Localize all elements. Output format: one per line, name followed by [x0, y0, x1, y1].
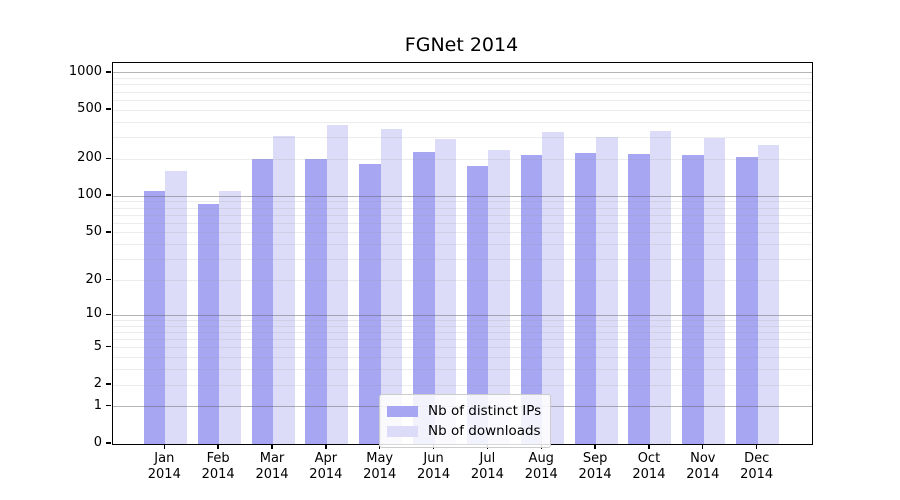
y-tick-mark	[106, 346, 111, 348]
x-tick-label-feb: Feb 2014	[201, 451, 235, 482]
y-tick-label: 0	[93, 435, 102, 450]
x-tick-label-sep: Sep 2014	[578, 451, 612, 482]
y-tick-label: 2	[93, 376, 102, 391]
bar-feb-downloads	[219, 190, 241, 444]
x-tick-label-mar: Mar 2014	[255, 451, 289, 482]
x-tick-mark	[702, 444, 704, 449]
y-tick-mark	[106, 405, 111, 407]
legend-label: Nb of distinct IPs	[428, 403, 542, 419]
bar-mar-distinct-ips	[251, 158, 273, 444]
x-tick-label-jan: Jan 2014	[147, 451, 181, 482]
y-tick-mark	[106, 157, 111, 159]
x-tick-mark	[648, 444, 650, 449]
x-tick-label-nov: Nov 2014	[686, 451, 720, 482]
bar-nov-distinct-ips	[682, 155, 704, 444]
bar-sep-distinct-ips	[574, 152, 597, 444]
y-tick-label: 5	[93, 338, 102, 354]
bar-nov-downloads	[703, 137, 726, 444]
x-tick-label-jul: Jul 2014	[470, 451, 504, 482]
y-tick-label: 100	[77, 187, 102, 203]
legend-entry: Nb of downloads	[387, 421, 541, 441]
bar-mar-downloads	[273, 136, 295, 444]
bar-oct-distinct-ips	[628, 153, 650, 444]
y-tick-mark	[106, 231, 111, 233]
chart-title: FGNet 2014	[404, 34, 519, 56]
plot-area: Nb of distinct IPs Nb of downloads	[112, 62, 813, 448]
x-tick-mark	[271, 444, 273, 449]
y-tick-label: 20	[85, 271, 102, 287]
x-tick-label-dec: Dec 2014	[740, 451, 774, 482]
x-tick-label-jun: Jun 2014	[417, 451, 451, 482]
y-tick-label: 200	[77, 150, 102, 166]
bar-jul-distinct-ips	[466, 165, 489, 444]
legend-entry: Nb of distinct IPs	[387, 401, 541, 421]
bars-layer	[113, 63, 812, 444]
bar-may-distinct-ips	[359, 163, 381, 444]
legend-swatch-icon	[387, 405, 418, 417]
bar-jan-downloads	[165, 170, 187, 444]
bar-aug-downloads	[542, 131, 564, 444]
y-tick-label: 50	[85, 223, 102, 239]
legend-swatch-icon	[387, 425, 418, 437]
bar-aug-distinct-ips	[520, 154, 543, 444]
x-tick-mark	[325, 444, 327, 449]
bar-apr-downloads	[326, 124, 349, 444]
bar-jun-distinct-ips	[413, 151, 435, 444]
bar-oct-downloads	[649, 130, 672, 444]
bar-dec-distinct-ips	[736, 157, 758, 444]
y-tick-mark	[106, 194, 111, 196]
x-tick-mark	[163, 444, 165, 449]
bar-sep-downloads	[596, 136, 618, 444]
x-tick-label-oct: Oct 2014	[632, 451, 666, 482]
bar-feb-distinct-ips	[197, 204, 220, 444]
y-tick-label: 1	[93, 397, 102, 413]
x-tick-label-apr: Apr 2014	[309, 451, 343, 482]
y-tick-mark	[106, 71, 111, 73]
bar-may-downloads	[380, 128, 403, 444]
x-tick-label-may: May 2014	[363, 451, 397, 482]
y-tick-mark	[106, 442, 111, 444]
y-tick-mark	[106, 278, 111, 281]
x-tick-mark	[217, 444, 219, 449]
x-tick-label-aug: Aug 2014	[524, 451, 558, 482]
y-tick-label: 1000	[68, 63, 102, 79]
y-tick-mark	[106, 383, 111, 385]
y-tick-label: 500	[77, 101, 102, 117]
legend: Nb of distinct IPs Nb of downloads	[379, 394, 552, 448]
bar-apr-distinct-ips	[305, 159, 327, 444]
x-tick-mark	[755, 444, 758, 449]
y-tick-label: 10	[85, 306, 102, 322]
bar-dec-downloads	[757, 145, 780, 444]
y-tick-mark	[106, 313, 111, 315]
y-tick-mark	[106, 108, 111, 110]
bar-jun-downloads	[434, 138, 457, 444]
x-tick-mark	[594, 444, 596, 449]
bar-jul-downloads	[488, 150, 510, 444]
legend-label: Nb of downloads	[428, 423, 541, 439]
bar-jan-distinct-ips	[143, 191, 166, 444]
